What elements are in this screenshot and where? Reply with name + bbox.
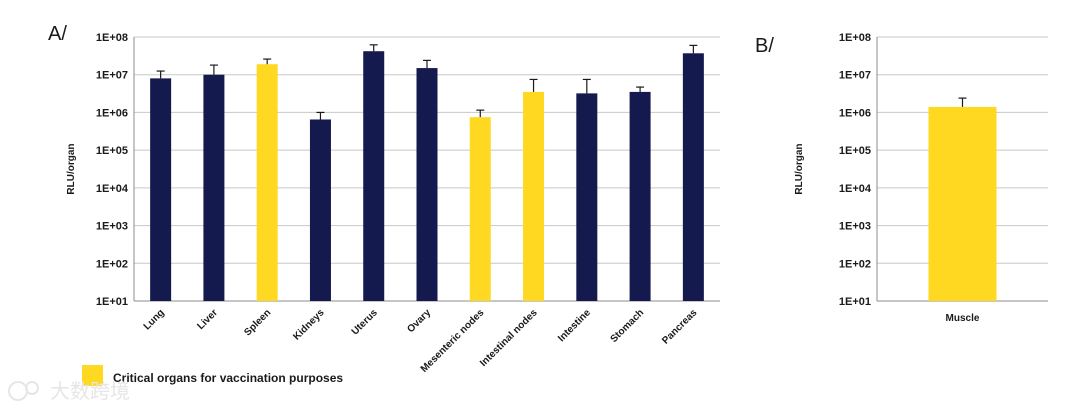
y-tick-label: 1E+02 [96, 258, 128, 270]
x-tick-label: Lung [142, 307, 167, 332]
chart-b: 1E+01 1E+02 1E+03 1E+04 1E+05 1E+06 1E+07 1E+08… [794, 32, 1048, 324]
legend-swatch [82, 365, 103, 386]
x-tick-label: Intestine [556, 307, 593, 344]
y-tick-label: 1E+06 [839, 107, 871, 119]
bar [523, 91, 545, 302]
bar [256, 64, 278, 301]
bar [469, 117, 491, 301]
watermark-text: 大数跨境 [50, 379, 130, 403]
y-tick-label: 1E+02 [839, 258, 871, 270]
x-tick-label: Liver [195, 307, 220, 332]
y-tick-label: 1E+03 [839, 221, 871, 233]
y-tick-label: 1E+05 [96, 145, 128, 157]
bar [629, 91, 651, 302]
bar [682, 53, 704, 302]
y-tick-label: 1E+08 [96, 32, 128, 44]
x-tick-label: Spleen [242, 307, 273, 338]
bar [150, 78, 172, 302]
y-tick-label: 1E+01 [96, 296, 128, 308]
panel-b-label: B/ [755, 35, 774, 57]
bar [203, 74, 225, 301]
y-tick-label: 1E+08 [839, 32, 871, 44]
y-tick-label: 1E+07 [96, 70, 128, 82]
y-tick-label: 1E+04 [96, 183, 129, 195]
bar [363, 51, 385, 301]
watermark-logo-icon [8, 381, 28, 401]
watermark: 大数跨境 [8, 379, 130, 403]
y-axis-title: RLU/organ [66, 143, 77, 194]
legend: Critical organs for vaccination purposes [82, 365, 343, 386]
bar [576, 93, 598, 301]
y-tick-label: 1E+04 [839, 183, 872, 195]
y-axis-title: RLU/organ [794, 143, 805, 194]
x-tick-label: Muscle [946, 313, 980, 324]
bar [416, 68, 438, 302]
bar [928, 106, 997, 302]
y-tick-label: 1E+06 [96, 107, 128, 119]
chart-a: 1E+01 1E+02 1E+03 1E+04 1E+05 1E+06 1E+07 1E+08… [66, 32, 720, 375]
panel-a-label: A/ [48, 23, 67, 45]
x-tick-label: Uterus [350, 307, 380, 337]
y-tick-label: 1E+03 [96, 221, 128, 233]
y-tick-label: 1E+07 [839, 70, 871, 82]
bar [309, 119, 331, 302]
legend-label: Critical organs for vaccination purposes [113, 371, 343, 385]
x-tick-label: Intestinal nodes [478, 307, 540, 369]
x-tick-label: Pancreas [660, 307, 700, 347]
x-tick-label: Ovary [405, 307, 433, 335]
y-tick-label: 1E+01 [839, 296, 871, 308]
x-tick-label: Kidneys [291, 307, 327, 343]
y-tick-label: 1E+05 [839, 145, 871, 157]
x-tick-label: Stomach [609, 307, 647, 345]
watermark-logo-dot-icon [25, 381, 39, 395]
